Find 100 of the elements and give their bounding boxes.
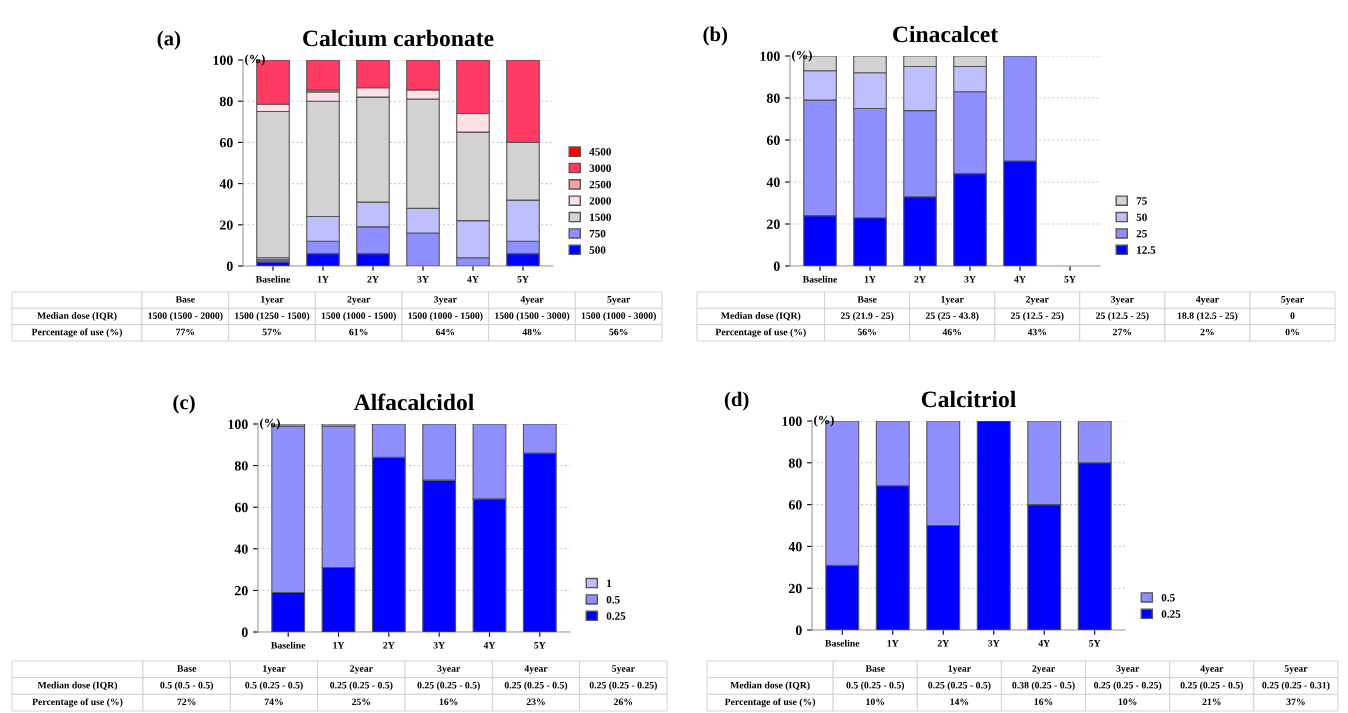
legend-label: 50 bbox=[1136, 213, 1147, 222]
text: 25 (25 - 43.8) bbox=[925, 312, 979, 321]
x-tick-label: 5Y bbox=[517, 276, 529, 283]
text: 72% bbox=[177, 698, 196, 706]
y-tick-label: 80 bbox=[234, 461, 248, 471]
legend-label: 75 bbox=[1136, 197, 1147, 205]
y-axis-title: (%) bbox=[245, 54, 265, 66]
y-tick-label: 20 bbox=[234, 585, 248, 596]
text: (b) bbox=[703, 26, 728, 46]
legend-label: 1500 bbox=[590, 213, 611, 222]
text: 0.5 (0.25 - 0.5) bbox=[846, 681, 904, 691]
text: 5year bbox=[612, 665, 635, 674]
text: 18.8 (12.5 - 25) bbox=[1177, 312, 1238, 321]
x-tick-label: 5Y bbox=[534, 642, 546, 649]
x-tick-label: 4Y bbox=[1038, 640, 1050, 647]
text: 5year bbox=[1284, 665, 1308, 674]
y-tick-label: 40 bbox=[766, 177, 780, 187]
text: 1500 (1000 - 1500) bbox=[321, 312, 396, 321]
text: 16% bbox=[1034, 698, 1053, 706]
x-tick-label: 3Y bbox=[988, 640, 1000, 647]
x-tick-label: Baseline bbox=[271, 641, 306, 649]
text: 0.25 (0.25 - 0.5) bbox=[417, 681, 480, 691]
legend-label: 500 bbox=[589, 246, 606, 254]
text: 1500 (1000 - 1500) bbox=[408, 312, 483, 321]
y-tick-label: 80 bbox=[219, 96, 233, 107]
y-tick-label: 60 bbox=[766, 135, 780, 145]
y-tick-label: 60 bbox=[788, 500, 802, 510]
x-tick-label: 1Y bbox=[887, 640, 899, 647]
text: 56% bbox=[609, 328, 628, 336]
text: 0.5 (0.5 - 0.5) bbox=[160, 681, 213, 691]
x-tick-label: 1Y bbox=[864, 276, 876, 283]
y-tick-label: 20 bbox=[766, 219, 780, 229]
text: 10% bbox=[1118, 698, 1137, 706]
y-tick-label: 40 bbox=[219, 179, 233, 189]
text: 46% bbox=[942, 328, 962, 336]
legend-label: 0.25 bbox=[1161, 610, 1181, 618]
text: 1year bbox=[263, 665, 286, 674]
legend-label: 3000 bbox=[589, 164, 611, 172]
y-tick-label: 100 bbox=[782, 416, 802, 426]
x-tick-label: 3Y bbox=[417, 276, 429, 283]
text: 4year bbox=[520, 296, 544, 305]
legend-label: 0.5 bbox=[606, 595, 620, 604]
y-axis-title: (%) bbox=[814, 415, 834, 427]
text: 56% bbox=[857, 328, 876, 336]
x-tick-label: 5Y bbox=[1064, 276, 1076, 283]
text: 3year bbox=[434, 296, 457, 305]
text: Median dose (IQR) bbox=[37, 681, 118, 691]
chart-title: Calcium carbonate bbox=[303, 29, 494, 47]
text: 5year bbox=[607, 296, 631, 305]
x-tick-label: 1Y bbox=[317, 276, 329, 283]
x-tick-label: 4Y bbox=[467, 276, 479, 283]
x-tick-label: 2Y bbox=[367, 276, 379, 283]
y-tick-label: 0 bbox=[795, 625, 802, 635]
text: 0.25 (0.25 - 0.5) bbox=[928, 681, 991, 691]
text: 0.25 (0.25 - 0.5) bbox=[504, 681, 568, 691]
text: 3year bbox=[1116, 665, 1140, 674]
x-tick-label: 4Y bbox=[1014, 276, 1026, 283]
text: Percentage of use (%) bbox=[715, 328, 806, 338]
y-tick-label: 100 bbox=[760, 51, 780, 61]
text: 1500 (1500 - 2000) bbox=[148, 312, 223, 321]
text: 3year bbox=[1111, 296, 1134, 305]
y-tick-label: 80 bbox=[766, 93, 780, 103]
y-tick-label: 40 bbox=[788, 541, 802, 552]
text: 26% bbox=[614, 698, 633, 706]
text: 10% bbox=[866, 698, 885, 706]
text: 0.25 (0.25 - 0.5) bbox=[330, 681, 393, 691]
text: 0.25 (0.25 - 0.5) bbox=[1180, 681, 1243, 691]
y-axis-title: (%) bbox=[260, 418, 280, 430]
text: 25 (12.5 - 25) bbox=[1096, 312, 1149, 321]
text: Base bbox=[857, 296, 877, 303]
text: 0.25 (0.25 - 0.31) bbox=[1262, 681, 1330, 691]
text: Base bbox=[175, 296, 195, 303]
y-tick-label: 0 bbox=[226, 261, 233, 271]
text: Median dose (IQR) bbox=[37, 312, 117, 321]
text: Percentage of use (%) bbox=[31, 328, 122, 338]
text: 1year bbox=[941, 296, 964, 305]
legend-label: 750 bbox=[589, 229, 606, 238]
text: 4year bbox=[524, 665, 548, 674]
text: 5year bbox=[1281, 296, 1304, 305]
text: 0.25 (0.25 - 0.25) bbox=[1094, 681, 1162, 691]
y-tick-label: 60 bbox=[234, 502, 248, 513]
text: Median dose (IQR) bbox=[721, 312, 801, 321]
text: 74% bbox=[264, 698, 283, 706]
text: 77% bbox=[176, 328, 195, 336]
text: Percentage of use (%) bbox=[32, 698, 123, 708]
text: 2% bbox=[1200, 328, 1214, 336]
text: 0.5 (0.25 - 0.5) bbox=[245, 681, 303, 691]
x-tick-label: 1Y bbox=[333, 642, 345, 649]
text: 43% bbox=[1027, 328, 1047, 336]
y-tick-label: 80 bbox=[788, 458, 802, 468]
text: (a) bbox=[157, 30, 181, 50]
legend-label: 4500 bbox=[589, 148, 611, 156]
legend-label: 25 bbox=[1136, 229, 1147, 238]
x-tick-label: 2Y bbox=[383, 642, 395, 649]
text: Base bbox=[177, 665, 197, 672]
text: 1500 (1500 - 3000) bbox=[495, 312, 570, 321]
text: 57% bbox=[262, 328, 281, 336]
text: 1year bbox=[948, 665, 971, 674]
y-tick-label: 20 bbox=[219, 220, 233, 230]
text: 61% bbox=[349, 328, 368, 336]
